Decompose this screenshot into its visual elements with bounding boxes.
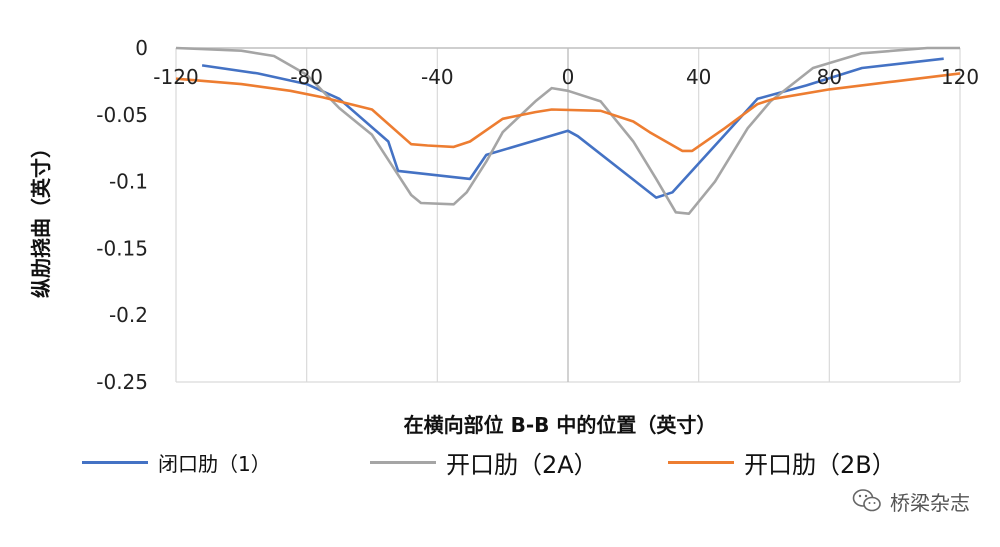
x-tick-label-6: 120 <box>941 65 979 89</box>
y-tick-label-0: 0 <box>135 36 148 60</box>
watermark: 桥梁杂志 <box>852 486 970 516</box>
y-axis-title: 纵肋挠曲（英寸） <box>29 138 53 298</box>
wechat-icon <box>852 489 881 512</box>
series-layer <box>175 46 961 215</box>
legend-item-series-1: 闭口肋（1） <box>82 444 271 480</box>
legend-label-series-1: 闭口肋（1） <box>158 451 271 476</box>
y-tick-label-4: -0.2 <box>109 303 148 327</box>
chart-canvas: 0 -0.05 -0.1 -0.15 -0.2 -0.25 -120 -80 -40 0 40 80 1… <box>29 36 979 437</box>
legend-item-series-3: 开口肋（2B） <box>668 444 896 480</box>
watermark-text: 桥梁杂志 <box>890 490 970 515</box>
legend-item-series-2: 开口肋（2A） <box>370 444 598 480</box>
x-tick-label-5: 80 <box>817 65 842 89</box>
x-tick-label-4: 40 <box>686 65 711 89</box>
legend-swatch-series-1 <box>82 460 148 464</box>
legend-label-series-3: 开口肋（2B） <box>744 450 896 479</box>
legend-swatch-series-3 <box>668 460 734 464</box>
x-tick-label-2: -40 <box>421 65 454 89</box>
y-tick-label-1: -0.05 <box>96 103 148 127</box>
legend-swatch-series-2 <box>370 460 436 464</box>
x-tick-label-1: -80 <box>290 65 323 89</box>
series-line-3 <box>175 72 961 153</box>
x-tick-label-3: 0 <box>562 65 575 89</box>
x-tick-label-0: -120 <box>153 65 198 89</box>
y-tick-label-2: -0.1 <box>109 170 148 194</box>
series-line-2 <box>175 46 960 215</box>
y-tick-label-5: -0.25 <box>96 370 148 394</box>
legend: 闭口肋（1） 开口肋（2A） 开口肋（2B） <box>0 444 1000 480</box>
y-tick-label-3: -0.15 <box>96 236 148 260</box>
x-axis-title: 在横向部位 B-B 中的位置（英寸） <box>404 413 717 437</box>
legend-label-series-2: 开口肋（2A） <box>446 450 598 479</box>
axes <box>176 47 960 382</box>
tick-labels: 0 -0.05 -0.1 -0.15 -0.2 -0.25 -120 -80 -40 0 40 80 1… <box>96 36 979 394</box>
